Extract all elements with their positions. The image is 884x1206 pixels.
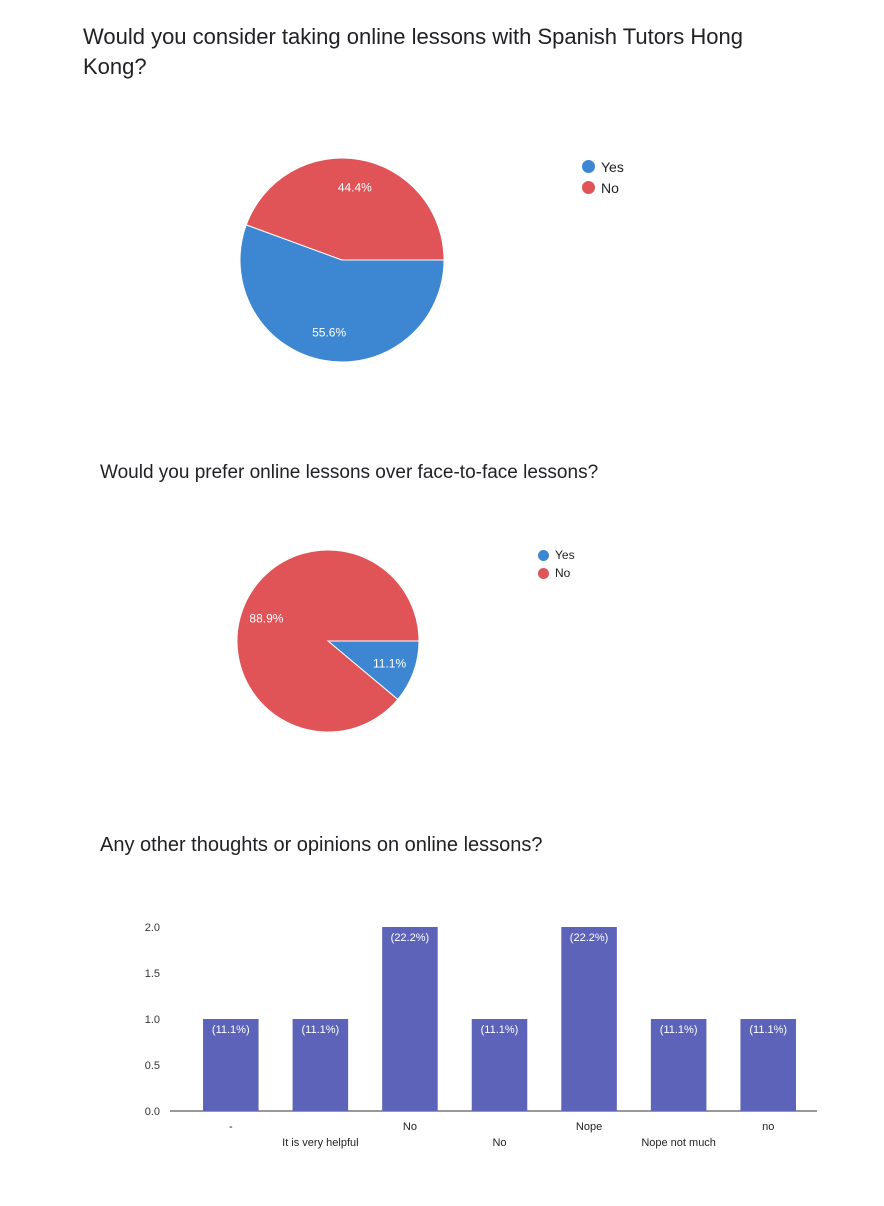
legend-swatch-no	[538, 567, 549, 579]
bar-it-is-very-helpful	[292, 1019, 349, 1111]
y-tick-label: 1.0	[145, 1014, 160, 1026]
bar-dash	[203, 1019, 259, 1111]
bar-value-label: (11.1%)	[302, 1024, 340, 1036]
pie-chart-2-legend: Yes No	[538, 546, 575, 582]
pie-slice-label-no: 88.9%	[249, 612, 283, 626]
legend-label-no: No	[601, 179, 619, 196]
x-category-label: Nope	[576, 1121, 602, 1133]
bar-value-label: (22.2%)	[570, 932, 609, 944]
x-category-label: No	[403, 1121, 417, 1133]
legend-label-yes: Yes	[555, 548, 575, 562]
y-tick-label: 0.5	[145, 1060, 160, 1072]
bar-no	[382, 927, 438, 1111]
legend-swatch-yes	[538, 549, 549, 561]
y-tick-label: 0.0	[145, 1106, 160, 1118]
bar-chart-other-thoughts: 0.0 0.5 1.0 1.5 2.0 (11.1%) - (11.1%) It is very…	[145, 922, 817, 1149]
bar-value-label: (11.1%)	[481, 1024, 519, 1036]
legend-item-no: No	[538, 564, 575, 582]
x-category-label: Nope not much	[641, 1137, 716, 1149]
x-category-label: It is very helpful	[282, 1137, 358, 1149]
legend-label-yes: Yes	[601, 158, 624, 175]
pie-chart-1-legend: Yes No	[582, 156, 624, 198]
x-category-label: No	[492, 1137, 506, 1149]
y-tick-label: 1.5	[145, 968, 160, 980]
legend-swatch-yes	[582, 160, 595, 173]
x-category-label: no	[762, 1121, 774, 1133]
pie-slice-yes	[239, 224, 445, 363]
legend-swatch-no	[582, 181, 595, 194]
bar-no	[740, 1019, 796, 1111]
bar-value-label: (22.2%)	[391, 932, 430, 944]
pie-slice-label-yes: 55.6%	[312, 325, 346, 339]
bar-value-label: (11.1%)	[660, 1024, 698, 1036]
y-tick-label: 2.0	[145, 922, 160, 934]
bar-nope	[561, 927, 617, 1111]
pie-slice-no	[245, 157, 445, 261]
legend-item-yes: Yes	[582, 156, 624, 177]
pie-slice-label-yes: 11.1%	[373, 656, 406, 670]
bar-nope-not-much	[650, 1019, 707, 1111]
legend-item-no: No	[582, 177, 624, 198]
question-1-title: Would you consider taking online lessons…	[83, 24, 743, 79]
pie-slice-label-no: 44.4%	[338, 181, 372, 195]
pie-chart-prefer-online: 11.1% 88.9%	[236, 549, 420, 733]
pie-chart-consider-online: 55.6% 44.4%	[239, 157, 445, 363]
bar-no	[471, 1019, 528, 1111]
question-3-title: Any other thoughts or opinions on online…	[100, 834, 543, 856]
bar-value-label: (11.1%)	[749, 1024, 787, 1036]
question-2-title: Would you prefer online lessons over fac…	[100, 462, 599, 483]
legend-label-no: No	[555, 566, 571, 580]
legend-item-yes: Yes	[538, 546, 575, 564]
bar-value-label: (11.1%)	[212, 1024, 250, 1036]
x-category-label: -	[229, 1121, 233, 1133]
pie-slice-no	[236, 549, 420, 733]
